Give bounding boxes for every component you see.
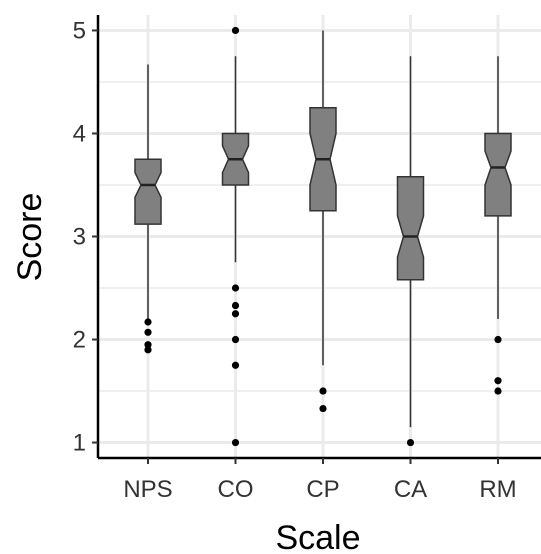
x-tick-label: RM: [479, 476, 516, 503]
outlier-point: [319, 404, 327, 413]
y-tick-label: 4: [73, 120, 86, 147]
outlier-point: [494, 335, 502, 344]
outlier-point: [231, 310, 240, 318]
outlier-point: [406, 438, 415, 447]
outlier-point: [144, 328, 152, 336]
box-cp: [309, 30, 337, 413]
x-tick-label: NPS: [123, 476, 172, 503]
box-rm: [484, 56, 512, 395]
outlier-point: [494, 387, 502, 395]
outlier-point: [144, 341, 152, 349]
outlier-point: [144, 318, 152, 326]
box-nps: [134, 64, 162, 354]
outlier-point: [319, 387, 327, 395]
box-co: [221, 26, 250, 447]
outlier-point: [494, 377, 502, 385]
y-axis-title: Score: [11, 193, 49, 282]
y-tick-label: 2: [73, 327, 86, 354]
x-tick-label: CA: [394, 476, 427, 503]
y-tick-labels: 1 2 3 4 5: [73, 17, 98, 457]
outlier-point: [231, 335, 240, 344]
y-tick-label: 1: [73, 430, 86, 457]
x-axis-title: Scale: [275, 519, 360, 554]
outlier-point: [231, 438, 240, 447]
outlier-point: [231, 26, 240, 35]
box-body: [484, 132, 512, 217]
x-tick-labels: NPS CO CP CA RM: [123, 458, 517, 503]
x-tick-label: CO: [218, 476, 254, 503]
box-body: [134, 158, 162, 225]
outlier-point: [144, 346, 152, 354]
y-tick-label: 3: [73, 224, 86, 251]
y-tick-label: 5: [73, 17, 86, 44]
box-ca: [396, 56, 425, 447]
outlier-point: [231, 284, 240, 292]
box-body: [396, 175, 425, 281]
box-group: [134, 26, 512, 447]
outlier-point: [231, 361, 240, 369]
x-tick-label: CP: [306, 476, 339, 503]
outlier-point: [231, 301, 240, 310]
